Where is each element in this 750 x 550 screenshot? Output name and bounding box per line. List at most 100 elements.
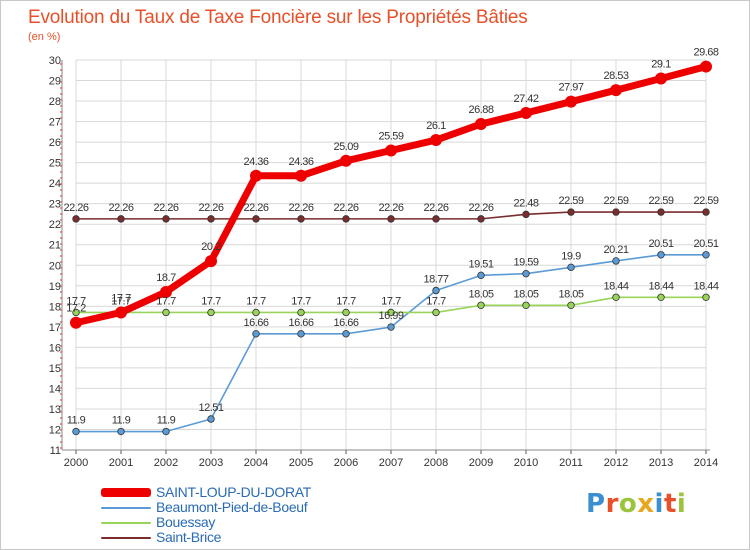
data-point-saint-brice [162,215,170,223]
legend-swatch [101,521,151,524]
data-label-saint-loup-du-dorat: 26.1 [426,120,446,132]
y-tick-label: 28 [49,96,61,108]
data-label-beaumont-pied-de-boeuf: 16.66 [288,317,313,329]
data-label-saint-brice: 22.26 [378,202,403,214]
data-point-saint-loup-du-dorat [250,169,262,182]
legend-swatch [101,506,151,509]
x-tick-label: 2014 [694,457,718,469]
data-label-saint-brice: 22.26 [288,202,313,214]
data-point-saint-loup-du-dorat [115,306,127,319]
y-tick-label: 20 [49,260,61,272]
logo-letter: x [637,489,655,519]
data-point-saint-brice [342,215,350,223]
data-point-saint-loup-du-dorat [430,134,442,147]
data-label-saint-brice: 22.48 [513,197,538,209]
data-label-bouessay: 17.7 [426,295,446,307]
data-point-saint-loup-du-dorat [340,154,352,167]
data-point-bouessay [522,301,530,309]
data-label-saint-loup-du-dorat: 17.7 [111,292,131,304]
y-tick-label: 12 [49,424,61,436]
series-group [70,60,712,436]
data-label-bouessay: 17.7 [201,295,221,307]
logo-letter: r [605,489,619,519]
data-point-saint-loup-du-dorat [700,60,712,73]
data-label-beaumont-pied-de-boeuf: 19.51 [468,258,493,270]
logo-letter: i [676,489,687,519]
data-label-bouessay: 18.05 [468,288,493,300]
data-label-beaumont-pied-de-boeuf: 19.9 [561,250,581,262]
data-point-beaumont-pied-de-boeuf [432,286,440,295]
y-tick-label: 26 [49,137,61,149]
data-point-bouessay [162,308,170,317]
data-point-beaumont-pied-de-boeuf [72,427,80,436]
data-point-beaumont-pied-de-boeuf [612,257,620,265]
data-label-saint-loup-du-dorat: 17.2 [66,303,86,315]
y-tick-label: 27 [49,117,61,129]
y-tick-label: 22 [49,219,61,231]
data-label-bouessay: 17.7 [111,295,131,307]
data-label-saint-brice: 22.26 [63,202,88,214]
data-point-saint-brice [297,215,305,223]
data-point-saint-brice [432,215,440,223]
data-point-bouessay [387,308,395,317]
logo-letter: P [586,489,606,519]
data-label-saint-brice: 22.59 [558,195,583,207]
axes: 11 12 13 14 15 16 17 18 19 20 21 22 23 24 25 26 27 28 29 30… [49,55,718,469]
y-tick-label: 23 [49,199,61,211]
data-label-saint-loup-du-dorat: 27.42 [513,93,538,105]
data-point-beaumont-pied-de-boeuf [657,251,665,259]
data-point-bouessay [297,308,305,317]
data-label-saint-loup-du-dorat: 20.2 [201,241,221,253]
data-point-saint-loup-du-dorat [295,169,307,182]
data-point-saint-brice [477,215,485,223]
data-point-bouessay [702,293,710,301]
unit-label: (en %) [28,31,61,43]
y-tick-label: 13 [49,404,61,416]
data-point-bouessay [252,308,260,317]
y-tick-label: 21 [49,240,61,252]
data-point-bouessay [612,293,620,301]
logo-letter: t [663,489,677,519]
data-label-beaumont-pied-de-boeuf: 16.99 [378,310,403,322]
logo-letter: o [618,489,638,519]
data-point-bouessay [432,308,440,317]
legend-swatch [101,488,151,497]
chart-title: Evolution du Taux de Taxe Foncière sur l… [28,7,528,28]
data-point-saint-brice [567,208,575,216]
data-point-saint-brice [522,210,530,219]
data-label-saint-loup-du-dorat: 25.59 [378,131,403,143]
data-label-saint-loup-du-dorat: 28.53 [603,70,628,82]
y-tick-label: 30 [49,55,61,67]
data-point-beaumont-pied-de-boeuf [252,330,260,338]
data-point-saint-brice [702,208,710,216]
data-point-beaumont-pied-de-boeuf [297,330,305,338]
data-point-saint-loup-du-dorat [70,316,82,329]
data-point-bouessay [72,308,80,317]
legend-label: SAINT-LOUP-DU-DORAT [156,484,312,500]
data-point-saint-loup-du-dorat [475,118,487,131]
data-label-bouessay: 17.7 [156,295,176,307]
y-tick-label: 25 [49,158,61,170]
data-label-bouessay: 18.05 [558,288,583,300]
x-tick-label: 2012 [604,457,628,469]
data-label-saint-loup-du-dorat: 29.1 [651,58,671,70]
data-label-beaumont-pied-de-boeuf: 20.51 [648,238,673,250]
data-point-saint-loup-du-dorat [565,95,577,108]
x-tick-label: 2006 [334,457,358,469]
data-point-saint-loup-du-dorat [160,285,172,298]
y-tick-label: 11 [50,445,61,457]
data-label-bouessay: 17.7 [336,295,356,307]
data-label-saint-brice: 22.26 [198,202,223,214]
x-tick-label: 2011 [559,457,583,469]
proxiti-logo: Proxiti [586,489,686,519]
data-label-bouessay: 17.7 [381,295,401,307]
data-label-beaumont-pied-de-boeuf: 12.51 [198,402,223,414]
data-label-saint-loup-du-dorat: 24.36 [243,156,268,168]
y-tick-label: 17 [49,322,61,334]
data-point-saint-loup-du-dorat [610,84,622,97]
data-point-saint-brice [252,215,260,223]
data-label-bouessay: 17.7 [66,295,86,307]
data-point-saint-brice [387,215,395,223]
